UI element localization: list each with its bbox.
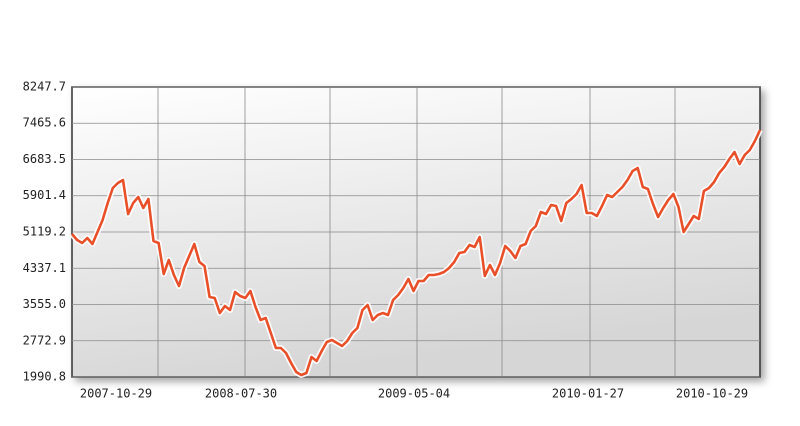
- y-tick-label: 8247.7: [23, 80, 66, 94]
- y-tick-label: 7465.6: [23, 116, 66, 130]
- y-tick-label: 6683.5: [23, 152, 66, 166]
- labels: 1990.8 2772.9 3555.0 4337.1 5119.2 5901.4 6683…: [23, 80, 748, 401]
- x-tick-label: 2010-01-27: [552, 387, 624, 401]
- line: [71, 129, 762, 377]
- x-tick-label: 2010-10-29: [676, 387, 748, 401]
- x-tick-label: 2009-05-04: [378, 387, 450, 401]
- x-tick-label: 2008-07-30: [205, 387, 277, 401]
- y-tick-label: 4337.1: [23, 261, 66, 275]
- series: [69, 128, 763, 378]
- x-tick-label: 2007-10-29: [80, 387, 152, 401]
- y-tick-label: 3555.0: [23, 297, 66, 311]
- y-tick-label: 1990.8: [23, 370, 66, 384]
- y-tick-label: 5119.2: [23, 225, 66, 239]
- y-tick-label: 2772.9: [23, 333, 66, 347]
- y-tick-label: 5901.4: [23, 188, 66, 202]
- grid: [72, 86, 760, 378]
